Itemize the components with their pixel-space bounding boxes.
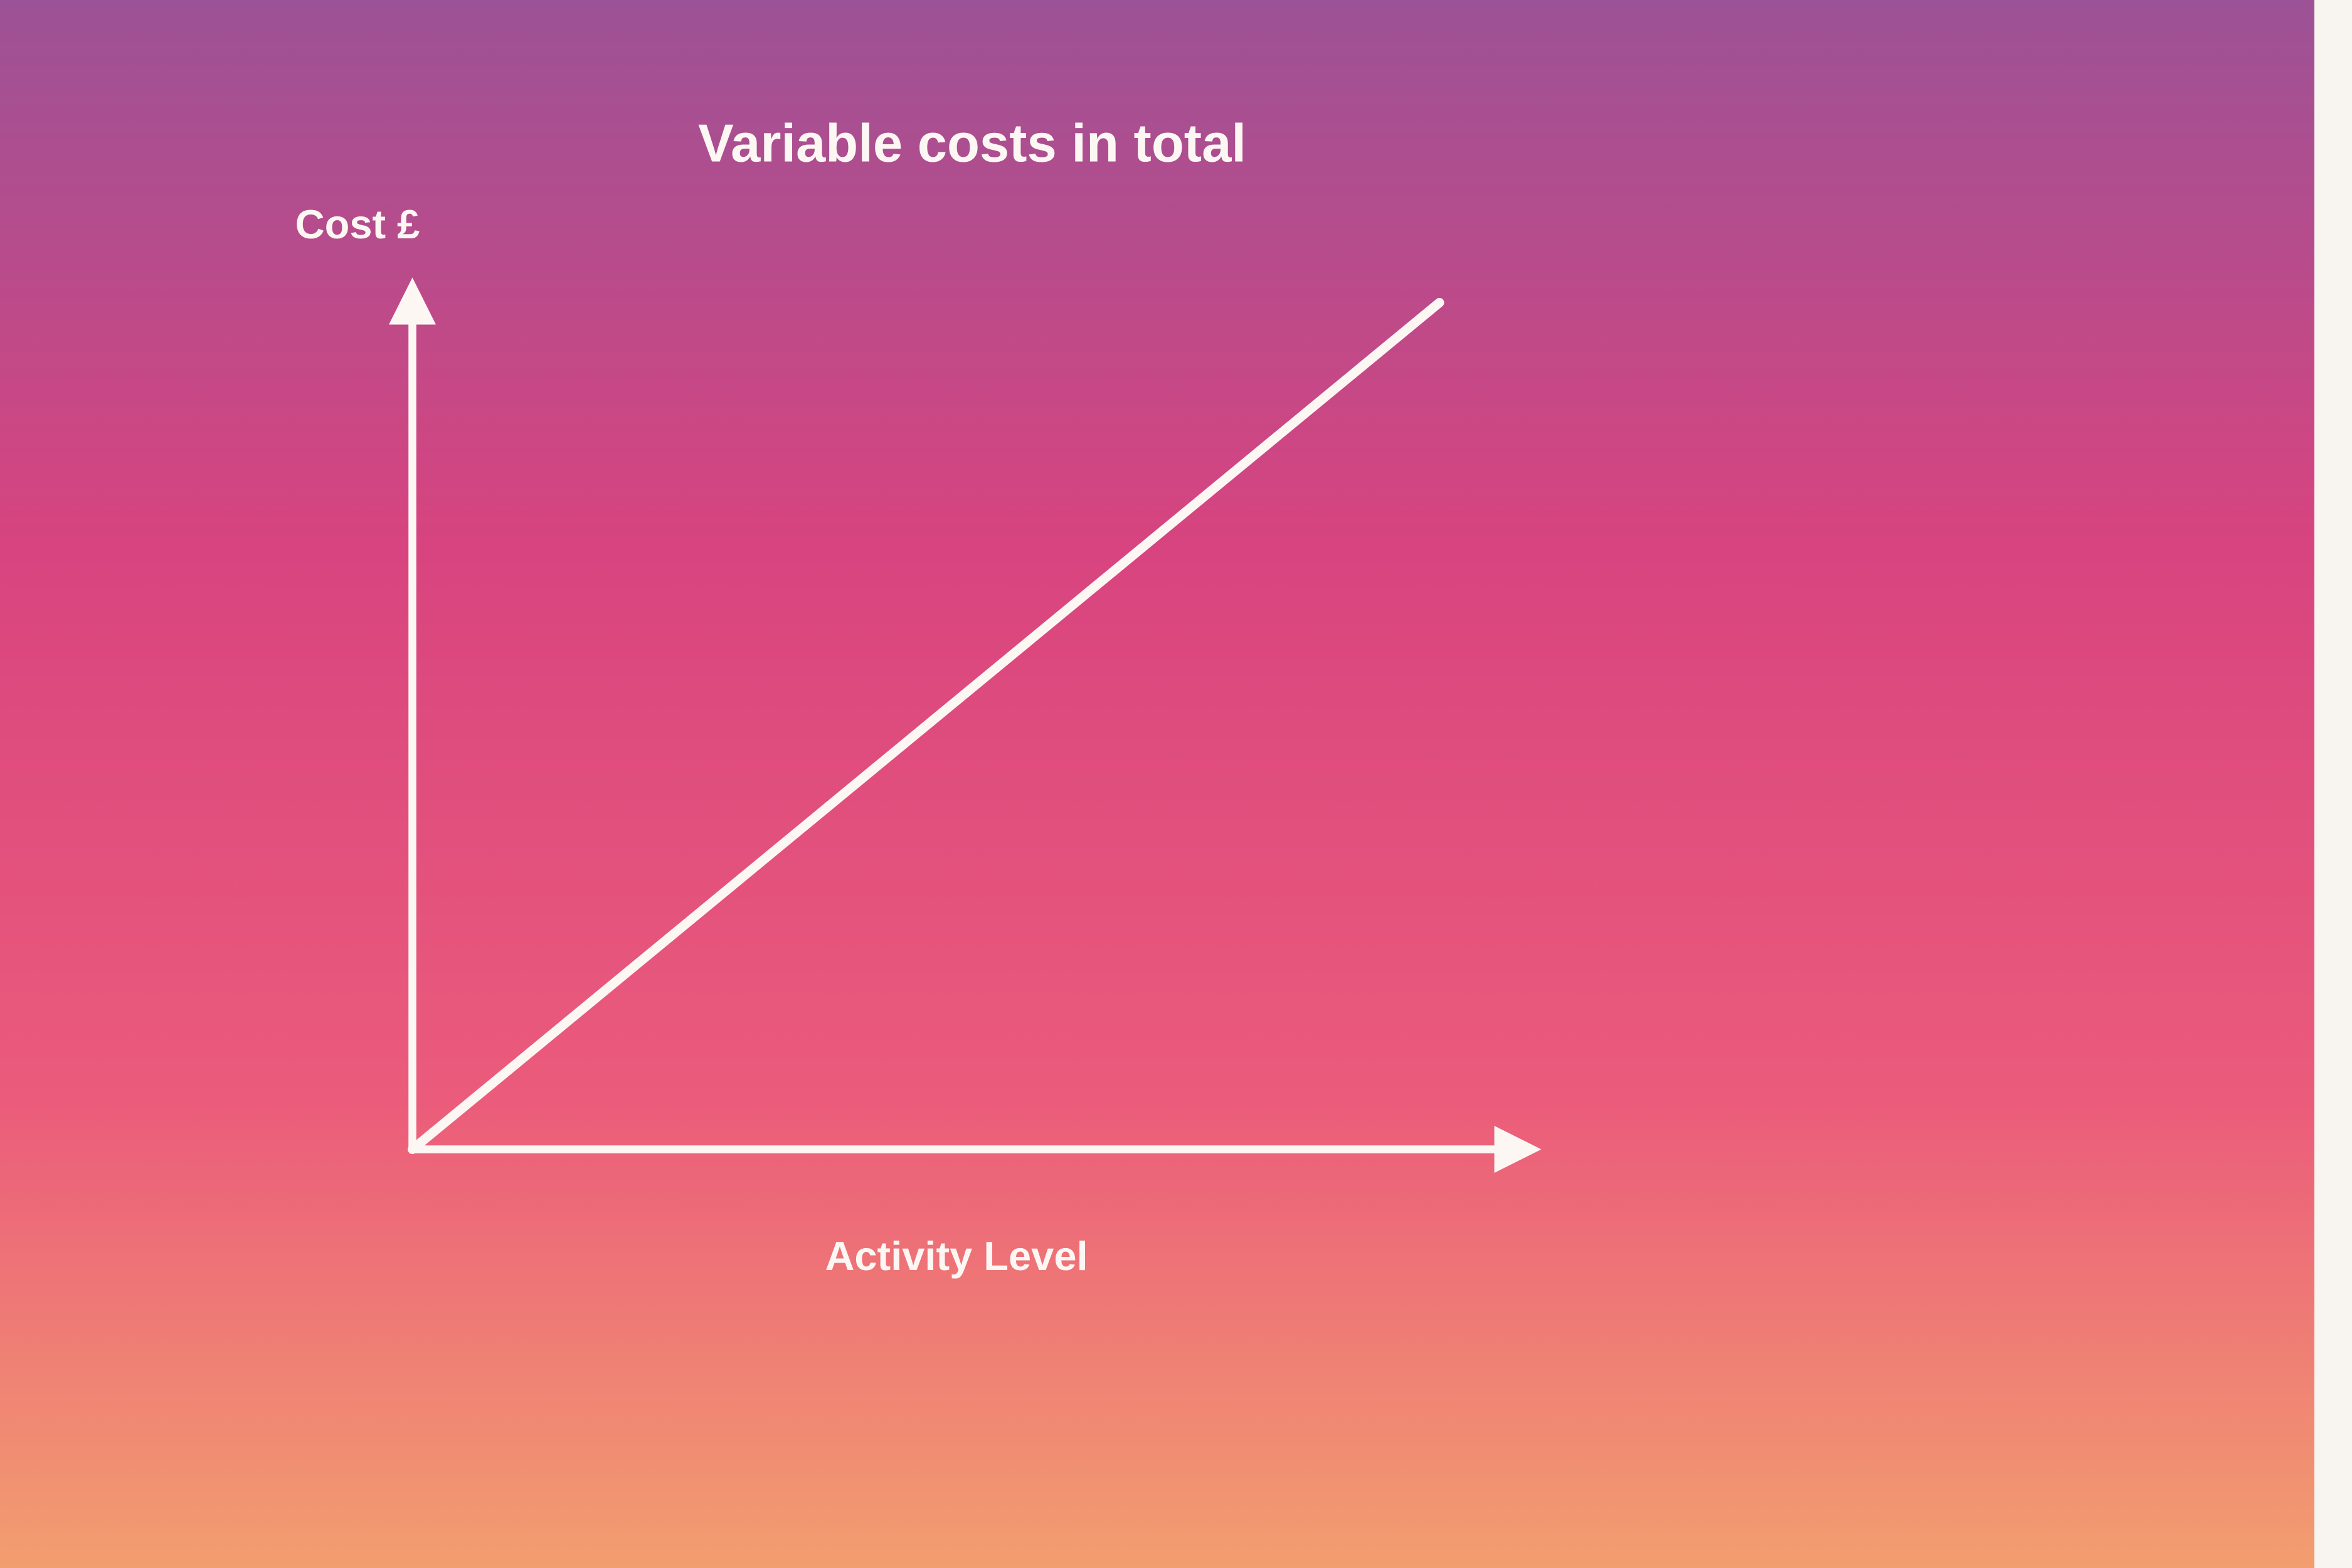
- x-axis-label: Activity Level: [825, 1233, 1088, 1279]
- chart-title: Variable costs in total: [698, 114, 1246, 174]
- chart-canvas: Variable costs in total Cost £ Activity …: [0, 0, 2352, 1568]
- y-axis-label: Cost £: [295, 201, 420, 247]
- chart-svg: Variable costs in total Cost £ Activity …: [0, 0, 2352, 1568]
- right-margin-strip: [2314, 0, 2352, 1568]
